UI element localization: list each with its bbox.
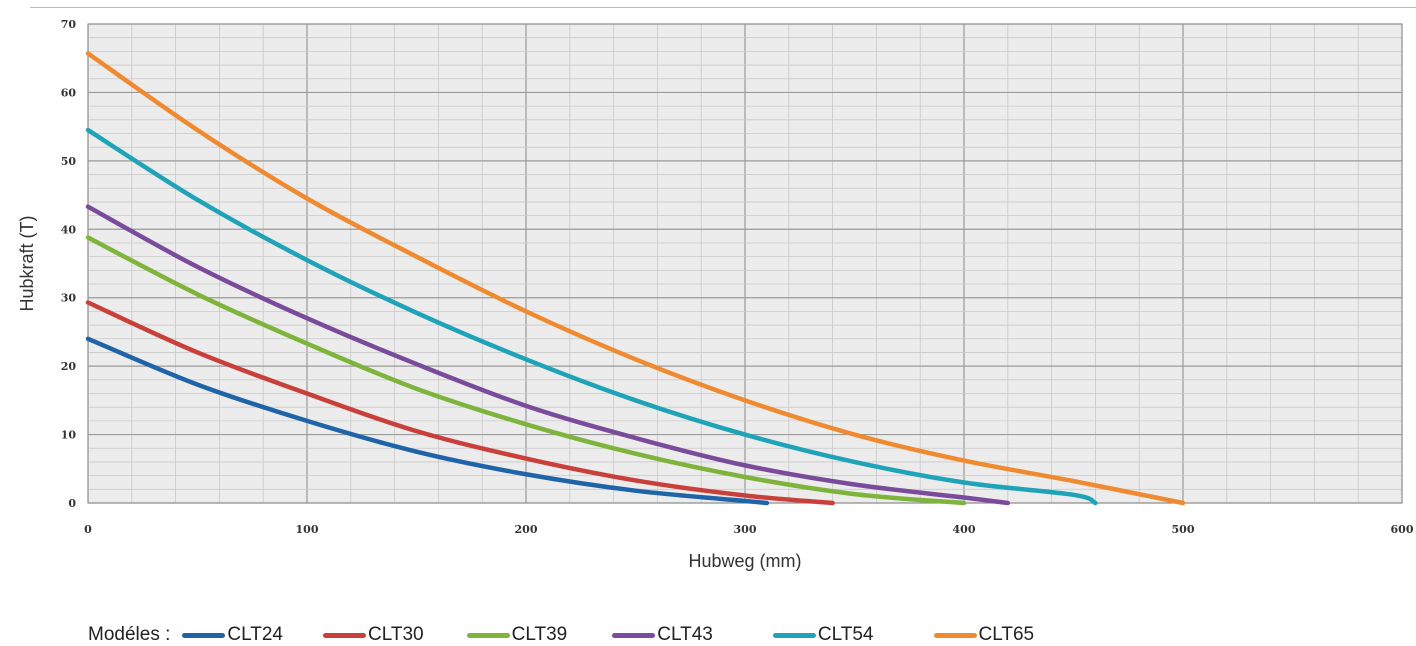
- legend-item-clt65: CLT65: [934, 624, 1035, 646]
- y-axis-title: Hubkraft (T): [17, 215, 37, 311]
- legend-label: CLT54: [818, 624, 874, 646]
- x-tick-label: 0: [84, 523, 92, 536]
- x-axis-title: Hubweg (mm): [688, 551, 801, 571]
- legend-prefix: Modéles :: [88, 624, 170, 646]
- legend: Modéles : CLT24 CLT30 CLT39 CLT43 CLT54 CLT65: [88, 624, 1034, 646]
- legend-label: CLT30: [368, 624, 424, 646]
- legend-swatch: [182, 633, 225, 638]
- legend-item-clt43: CLT43: [612, 624, 713, 646]
- x-tick-label: 100: [296, 523, 319, 536]
- legend-items: CLT24 CLT30 CLT39 CLT43 CLT54 CLT65: [182, 624, 1034, 646]
- y-tick-label: 30: [61, 292, 77, 305]
- y-tick-label: 20: [61, 360, 77, 373]
- y-tick-label: 50: [61, 155, 77, 168]
- legend-swatch: [323, 633, 366, 638]
- legend-label: CLT24: [227, 624, 283, 646]
- legend-swatch: [773, 633, 816, 638]
- legend-label: CLT39: [512, 624, 568, 646]
- y-tick-label: 70: [61, 18, 77, 31]
- x-tick-label: 400: [953, 523, 976, 536]
- legend-label: CLT43: [657, 624, 713, 646]
- legend-item-clt39: CLT39: [467, 624, 568, 646]
- chart: 0 100 200 300 400 500 600 0 10 20 30 40 50 60 70 Hubwe…: [0, 0, 1416, 623]
- x-tick-label: 500: [1172, 523, 1195, 536]
- x-tick-label: 300: [734, 523, 757, 536]
- y-tick-label: 10: [61, 429, 77, 442]
- legend-label: CLT65: [979, 624, 1035, 646]
- y-tick-label: 0: [68, 497, 76, 510]
- legend-item-clt30: CLT30: [323, 624, 424, 646]
- y-tick-label: 60: [61, 86, 77, 99]
- legend-swatch: [612, 633, 655, 638]
- y-tick-label: 40: [61, 223, 77, 236]
- x-tick-label: 600: [1391, 523, 1414, 536]
- legend-item-clt54: CLT54: [773, 624, 874, 646]
- legend-swatch: [934, 633, 977, 638]
- legend-swatch: [467, 633, 510, 638]
- legend-item-clt24: CLT24: [182, 624, 283, 646]
- x-tick-label: 200: [515, 523, 538, 536]
